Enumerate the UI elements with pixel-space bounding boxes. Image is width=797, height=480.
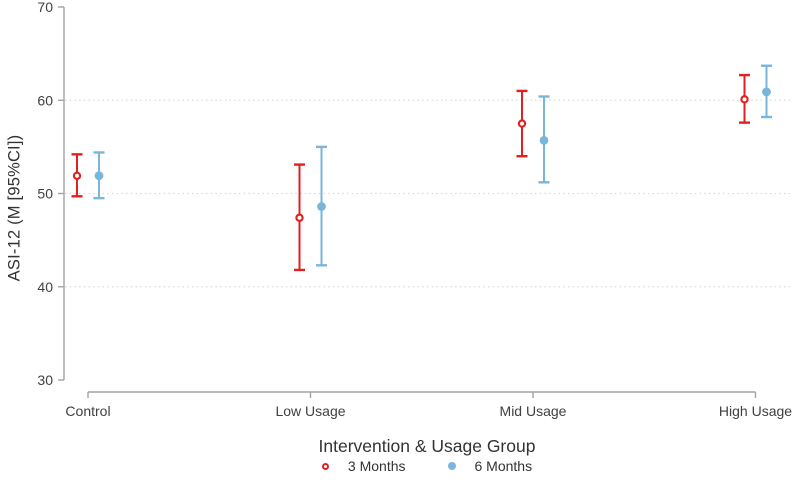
x-category-label: Low Usage (275, 403, 345, 419)
legend-item-3-months: 3 Months (321, 458, 406, 474)
y-tick-label: 70 (37, 0, 53, 15)
point-marker (72, 171, 82, 180)
y-tick-label: 40 (37, 279, 53, 295)
x-category-label: High Usage (719, 403, 792, 419)
legend: 3 Months 6 Months (64, 458, 790, 474)
y-tick-label: 60 (37, 92, 53, 108)
y-tick-label: 50 (37, 186, 53, 202)
point-marker (94, 171, 104, 181)
filled-circle-marker-icon (447, 462, 456, 470)
open-circle-marker-icon (321, 462, 329, 470)
point-marker (762, 87, 771, 97)
point-marker (539, 135, 549, 145)
x-category-label: Control (65, 403, 110, 419)
point-marker (295, 213, 304, 222)
x-category-label: Mid Usage (500, 403, 567, 419)
point-marker (517, 119, 527, 128)
legend-label-6-months: 6 Months (474, 458, 533, 474)
legend-item-6-months: 6 Months (447, 458, 533, 474)
point-marker (317, 202, 326, 211)
x-axis-title: Intervention & Usage Group (318, 436, 536, 456)
y-tick-label: 30 (37, 372, 53, 388)
point-marker (740, 95, 749, 104)
legend-label-3-months: 3 Months (347, 458, 406, 474)
y-axis-title: ASI-12 (M [95%CI]) (5, 134, 24, 282)
